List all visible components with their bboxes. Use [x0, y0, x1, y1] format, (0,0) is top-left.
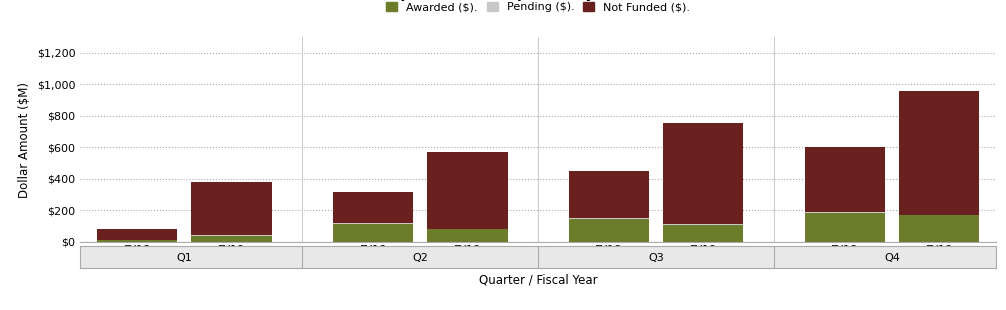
Bar [191, 235, 272, 236]
Bar [97, 229, 177, 240]
Text: Q3: Q3 [648, 253, 664, 264]
Bar [333, 224, 413, 242]
Bar [568, 219, 649, 242]
Bar [805, 212, 885, 213]
Bar [428, 229, 508, 242]
Bar [97, 240, 177, 242]
Bar [663, 224, 743, 225]
Bar [191, 182, 272, 235]
Bar [805, 213, 885, 242]
Text: Q4: Q4 [884, 253, 900, 264]
Y-axis label: Dollar Amount ($M): Dollar Amount ($M) [18, 82, 31, 197]
Bar [333, 192, 413, 224]
Title: Cumulative Comparison of Proposals by Fiscal Year of Submission: Cumulative Comparison of Proposals by Fi… [267, 0, 810, 1]
Bar [899, 91, 980, 215]
Bar [191, 236, 272, 242]
Legend: Awarded ($)., Pending ($)., Not Funded ($).: Awarded ($)., Pending ($)., Not Funded (… [381, 0, 695, 17]
Text: Q2: Q2 [412, 253, 429, 264]
Bar [568, 218, 649, 219]
Bar [663, 225, 743, 242]
Bar [428, 152, 508, 229]
X-axis label: Quarter / Fiscal Year: Quarter / Fiscal Year [479, 274, 598, 287]
Bar [899, 215, 980, 242]
Bar [805, 147, 885, 212]
Bar [568, 171, 649, 218]
Bar [663, 123, 743, 224]
Text: Q1: Q1 [176, 253, 192, 264]
